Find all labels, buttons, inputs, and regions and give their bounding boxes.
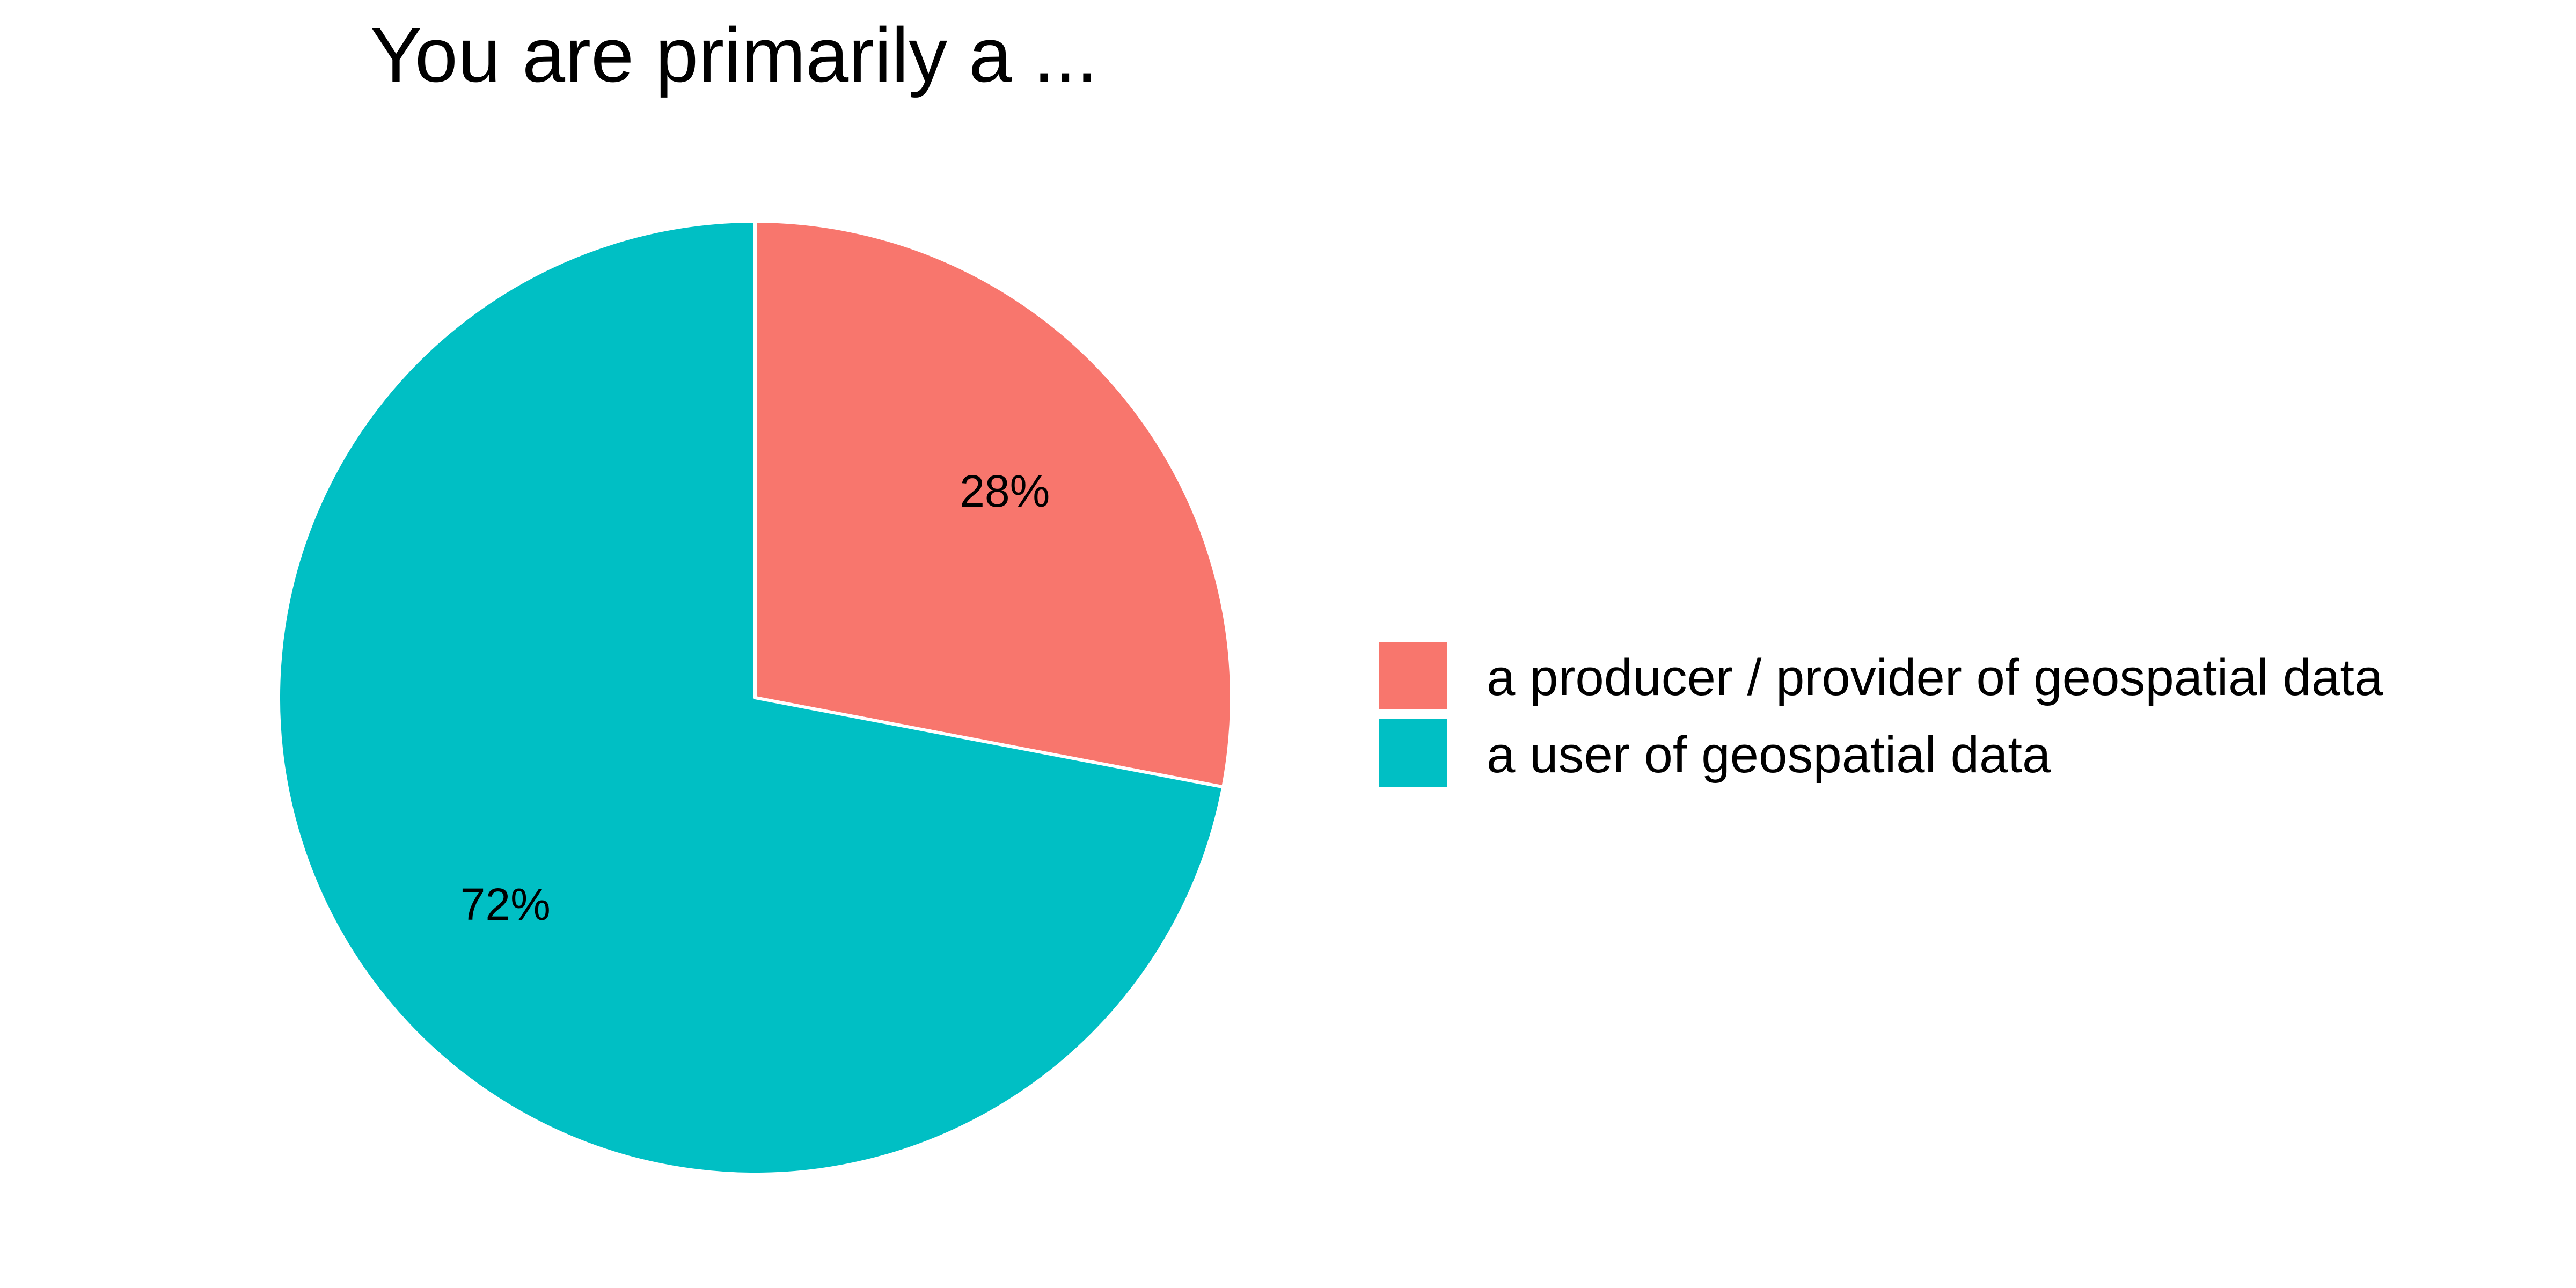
- legend-key-producer: [1379, 642, 1447, 709]
- legend-key-user: [1379, 719, 1447, 787]
- pie-slice-labels: 28% 72%: [460, 466, 1050, 930]
- slice-label-producer: 28%: [960, 466, 1050, 516]
- legend-label-user: a user of geospatial data: [1487, 726, 2051, 784]
- pie-slice-user: [277, 219, 1225, 1176]
- legend-label-producer: a producer / provider of geospatial data: [1487, 649, 2383, 706]
- chart-title: You are primarily a ...: [370, 12, 1097, 98]
- pie-slices: [277, 219, 1233, 1176]
- pie-slice-producer: [753, 219, 1233, 789]
- slice-label-user: 72%: [460, 879, 551, 930]
- legend: a producer / provider of geospatial data…: [1379, 642, 2383, 787]
